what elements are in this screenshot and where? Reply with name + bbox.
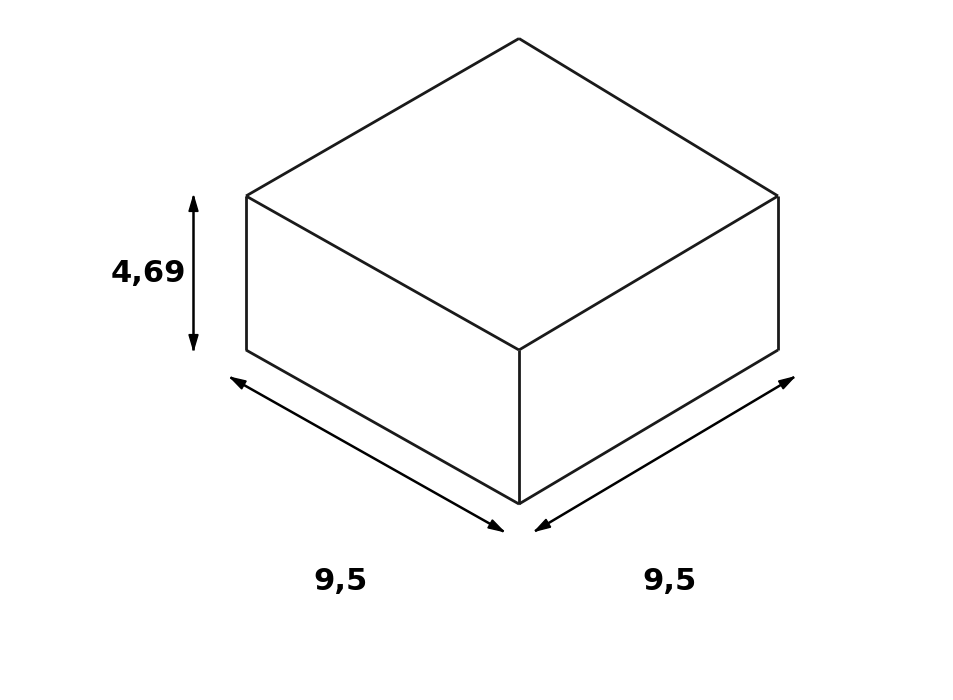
Text: 4,69: 4,69 [111, 258, 186, 288]
Polygon shape [189, 196, 198, 211]
Polygon shape [231, 377, 246, 389]
Polygon shape [487, 520, 503, 531]
Text: 9,5: 9,5 [313, 566, 367, 596]
Polygon shape [778, 377, 793, 389]
Polygon shape [535, 519, 550, 531]
Text: 9,5: 9,5 [641, 566, 696, 596]
Polygon shape [189, 335, 198, 350]
